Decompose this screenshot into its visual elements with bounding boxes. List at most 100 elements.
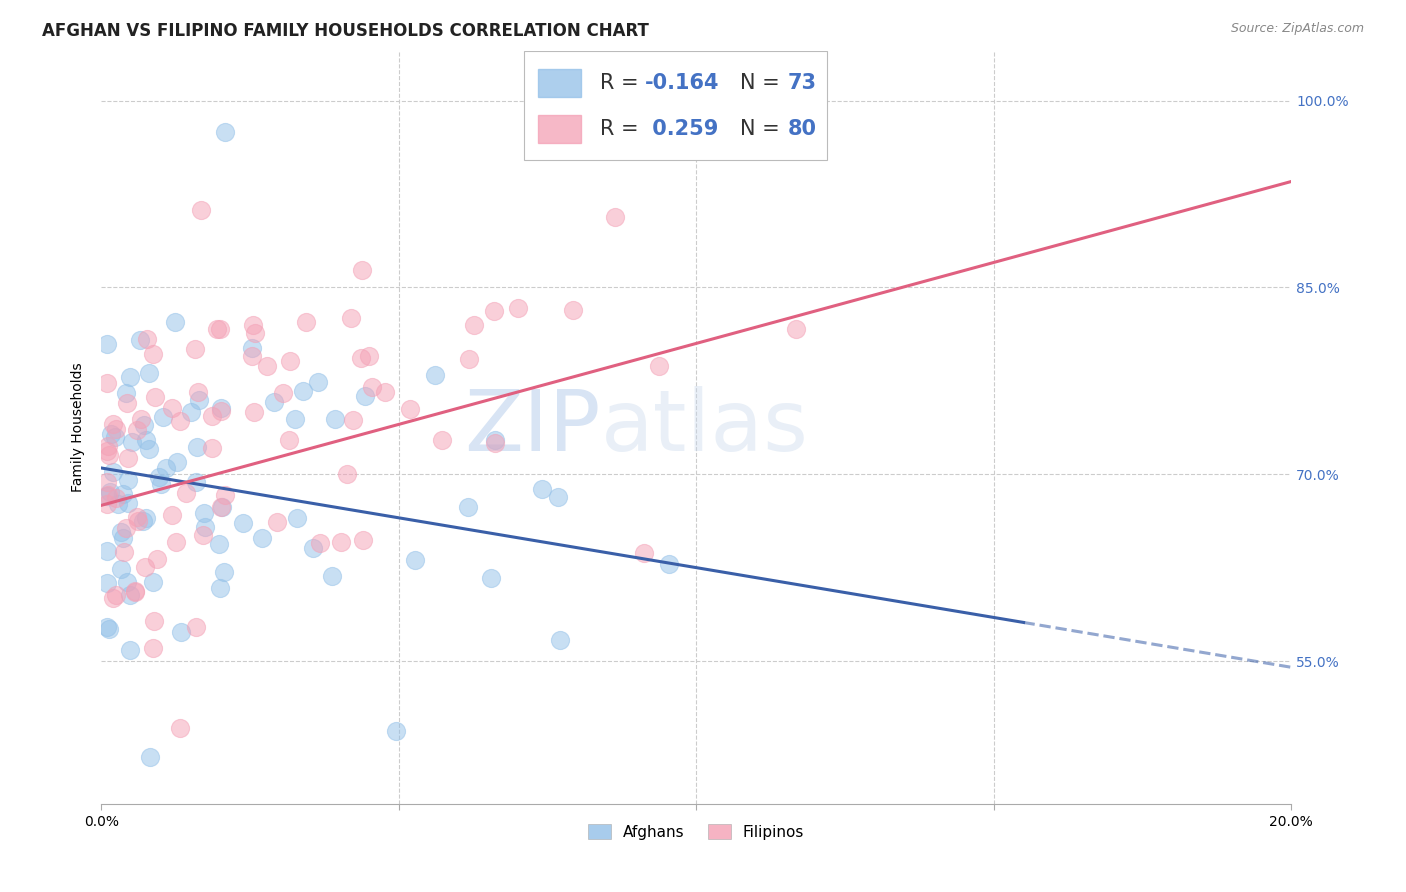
Point — [277, 433, 299, 447]
Point — [131, 514, 153, 528]
Point — [148, 470, 170, 484]
Point — [160, 401, 183, 415]
Point — [169, 413, 191, 427]
Point — [96, 444, 118, 458]
Point — [214, 125, 236, 139]
Point — [186, 384, 208, 399]
Point — [118, 643, 141, 657]
Point — [152, 409, 174, 424]
Point — [104, 422, 127, 436]
Point — [97, 439, 120, 453]
Point — [190, 202, 212, 217]
Text: R =: R = — [600, 73, 638, 93]
Point — [208, 322, 231, 336]
Point — [271, 386, 294, 401]
Point — [374, 384, 396, 399]
Point — [98, 622, 121, 636]
Point — [103, 465, 125, 479]
Point — [385, 724, 408, 739]
Point — [256, 359, 278, 373]
Point — [98, 484, 121, 499]
Point — [117, 474, 139, 488]
Point — [96, 489, 118, 503]
Text: 73: 73 — [787, 73, 817, 93]
Point — [252, 532, 274, 546]
Point — [353, 389, 375, 403]
Point — [350, 351, 373, 365]
Point — [547, 490, 569, 504]
Point — [201, 409, 224, 423]
Point — [112, 486, 135, 500]
Point — [531, 482, 554, 496]
Point — [321, 569, 343, 583]
Point — [242, 318, 264, 333]
Point — [134, 417, 156, 432]
Point — [112, 545, 135, 559]
Point — [96, 376, 118, 391]
Point — [209, 581, 232, 595]
Point — [110, 525, 132, 540]
Point — [243, 405, 266, 419]
Point — [138, 366, 160, 380]
Point — [191, 528, 214, 542]
Point — [120, 370, 142, 384]
Point — [284, 412, 307, 426]
Point — [352, 533, 374, 547]
Point — [307, 375, 329, 389]
Point — [211, 404, 233, 418]
Text: R =: R = — [600, 119, 638, 139]
Point — [117, 575, 139, 590]
Point — [285, 511, 308, 525]
Point — [506, 301, 529, 316]
Point — [240, 349, 263, 363]
Text: ZIP: ZIP — [464, 386, 600, 469]
Point — [121, 434, 143, 449]
Point — [603, 210, 626, 224]
Point — [658, 557, 681, 571]
Point — [146, 551, 169, 566]
Point — [201, 441, 224, 455]
Point — [186, 441, 208, 455]
Point — [266, 515, 288, 529]
Point — [330, 534, 353, 549]
Point — [125, 423, 148, 437]
Point — [96, 575, 118, 590]
Point — [142, 641, 165, 656]
Point — [127, 514, 149, 528]
Point — [430, 434, 453, 448]
Point — [484, 436, 506, 450]
Point — [457, 500, 479, 514]
Point — [183, 342, 205, 356]
Point — [423, 368, 446, 383]
Point — [115, 521, 138, 535]
Text: -0.164: -0.164 — [645, 73, 720, 93]
Point — [561, 303, 583, 318]
Point — [479, 571, 502, 585]
Point — [135, 510, 157, 524]
Point — [457, 352, 479, 367]
Point — [193, 506, 215, 520]
Text: Source: ZipAtlas.com: Source: ZipAtlas.com — [1230, 22, 1364, 36]
Point — [149, 477, 172, 491]
Point — [142, 574, 165, 589]
Point — [340, 310, 363, 325]
Text: atlas: atlas — [600, 386, 808, 469]
Point — [129, 333, 152, 347]
Text: N =: N = — [741, 119, 780, 139]
Point — [208, 537, 231, 551]
Text: AFGHAN VS FILIPINO FAMILY HOUSEHOLDS CORRELATION CHART: AFGHAN VS FILIPINO FAMILY HOUSEHOLDS COR… — [42, 22, 650, 40]
Point — [194, 520, 217, 534]
Point — [240, 341, 263, 355]
Point — [263, 395, 285, 409]
Point — [139, 750, 162, 764]
Point — [96, 497, 118, 511]
Text: 80: 80 — [787, 119, 817, 139]
Point — [135, 433, 157, 447]
Point — [165, 315, 187, 329]
Legend: Afghans, Filipinos: Afghans, Filipinos — [582, 818, 810, 846]
Point — [114, 386, 136, 401]
Point — [124, 584, 146, 599]
Point — [170, 624, 193, 639]
Point — [115, 396, 138, 410]
Point — [302, 541, 325, 556]
